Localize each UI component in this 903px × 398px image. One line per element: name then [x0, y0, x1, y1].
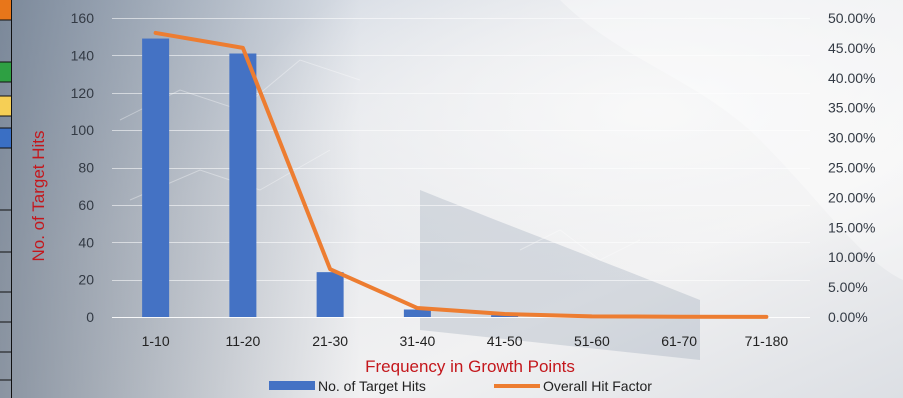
- y2-tick-label: 20.00%: [828, 189, 875, 205]
- y-tick-label: 120: [71, 85, 95, 101]
- y2-tick-label: 35.00%: [828, 100, 875, 116]
- bar: [403, 309, 431, 317]
- x-tick-label: 21-30: [312, 333, 348, 349]
- series-line: [153, 30, 769, 319]
- y-tick-label: 160: [71, 10, 95, 26]
- y2-tick-label: 30.00%: [828, 130, 875, 146]
- left-axis-ticks: 160 140 120 100 80 60 40 20 0: [71, 10, 95, 325]
- bar: [316, 272, 344, 317]
- legend-label-line: Overall Hit Factor: [543, 378, 652, 394]
- y-tick-label: 60: [78, 197, 94, 213]
- y-tick-label: 80: [78, 160, 94, 176]
- x-tick-label: 71-180: [745, 333, 789, 349]
- x-tick-label: 61-70: [661, 333, 697, 349]
- gridlines: [112, 18, 810, 318]
- y2-tick-label: 15.00%: [828, 219, 875, 235]
- y2-tick-label: 5.00%: [828, 279, 868, 295]
- x-axis-ticks: 1-10 11-20 21-30 31-40 41-50 51-60 61-70 71-180: [142, 333, 789, 349]
- x-tick-label: 11-20: [225, 333, 260, 349]
- bar: [229, 53, 257, 317]
- x-tick-label: 51-60: [574, 333, 610, 349]
- y2-tick-label: 45.00%: [828, 40, 875, 56]
- y-tick-label: 20: [78, 272, 94, 288]
- strip-cell-yellow: [0, 96, 12, 116]
- y-tick-label: 140: [71, 47, 95, 63]
- y-axis-title: No. of Target Hits: [29, 130, 48, 261]
- bar: [142, 38, 170, 318]
- legend: No. of Target Hits Overall Hit Factor: [269, 378, 652, 394]
- strip-cell-green: [0, 62, 12, 82]
- right-axis-ticks: 50.00% 45.00% 40.00% 35.00% 30.00% 25.00% 20.0…: [828, 10, 875, 325]
- y2-tick-label: 25.00%: [828, 160, 875, 176]
- bar-series: [142, 38, 519, 318]
- y2-tick-label: 40.00%: [828, 70, 875, 86]
- x-axis-title: Frequency in Growth Points: [365, 357, 575, 376]
- left-edge-strip: [0, 0, 12, 398]
- y-tick-label: 100: [71, 122, 95, 138]
- legend-swatch-bars: [269, 381, 315, 390]
- y-tick-label: 40: [78, 234, 94, 250]
- strip-cell-blue: [0, 128, 12, 148]
- legend-label-bars: No. of Target Hits: [318, 378, 426, 394]
- line-series: [153, 30, 769, 319]
- bar: [491, 315, 519, 317]
- y2-tick-label: 50.00%: [828, 10, 875, 26]
- x-tick-label: 31-40: [399, 333, 435, 349]
- x-tick-label: 1-10: [142, 333, 170, 349]
- strip-cell-orange: [0, 0, 12, 20]
- x-tick-label: 41-50: [487, 333, 523, 349]
- y2-tick-label: 10.00%: [828, 249, 875, 265]
- y2-tick-label: 0.00%: [828, 309, 868, 325]
- y-tick-label: 0: [86, 309, 94, 325]
